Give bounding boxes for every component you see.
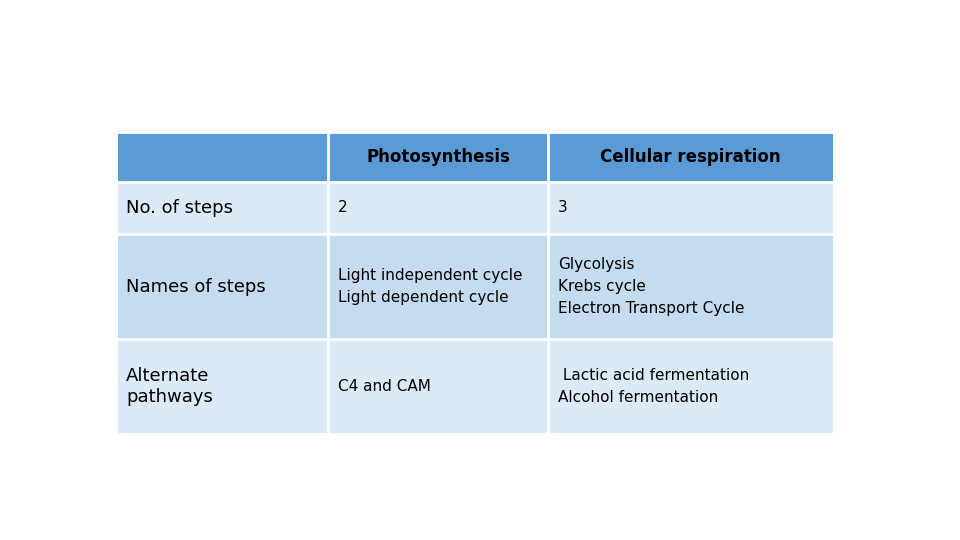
Text: No. of steps: No. of steps (126, 199, 233, 217)
Text: Light independent cycle
Light dependent cycle: Light independent cycle Light dependent … (338, 268, 522, 305)
Bar (118, 339, 328, 434)
Bar (548, 339, 833, 434)
Bar (328, 234, 548, 339)
Bar (118, 234, 328, 339)
Text: 3: 3 (558, 200, 567, 215)
Text: Lactic acid fermentation
Alcohol fermentation: Lactic acid fermentation Alcohol ferment… (558, 368, 749, 405)
Text: Cellular respiration: Cellular respiration (600, 148, 780, 166)
Text: Names of steps: Names of steps (126, 278, 266, 295)
Bar (118, 132, 328, 182)
Bar (328, 132, 548, 182)
Text: C4 and CAM: C4 and CAM (338, 379, 431, 394)
Bar (328, 182, 548, 234)
Bar (548, 132, 833, 182)
Bar (548, 182, 833, 234)
Bar (548, 234, 833, 339)
Text: Glycolysis
Krebs cycle
Electron Transport Cycle: Glycolysis Krebs cycle Electron Transpor… (558, 257, 745, 316)
Text: 2: 2 (338, 200, 348, 215)
Bar (118, 182, 328, 234)
Text: Alternate
pathways: Alternate pathways (126, 367, 213, 406)
Bar (328, 339, 548, 434)
Text: Photosynthesis: Photosynthesis (366, 148, 510, 166)
